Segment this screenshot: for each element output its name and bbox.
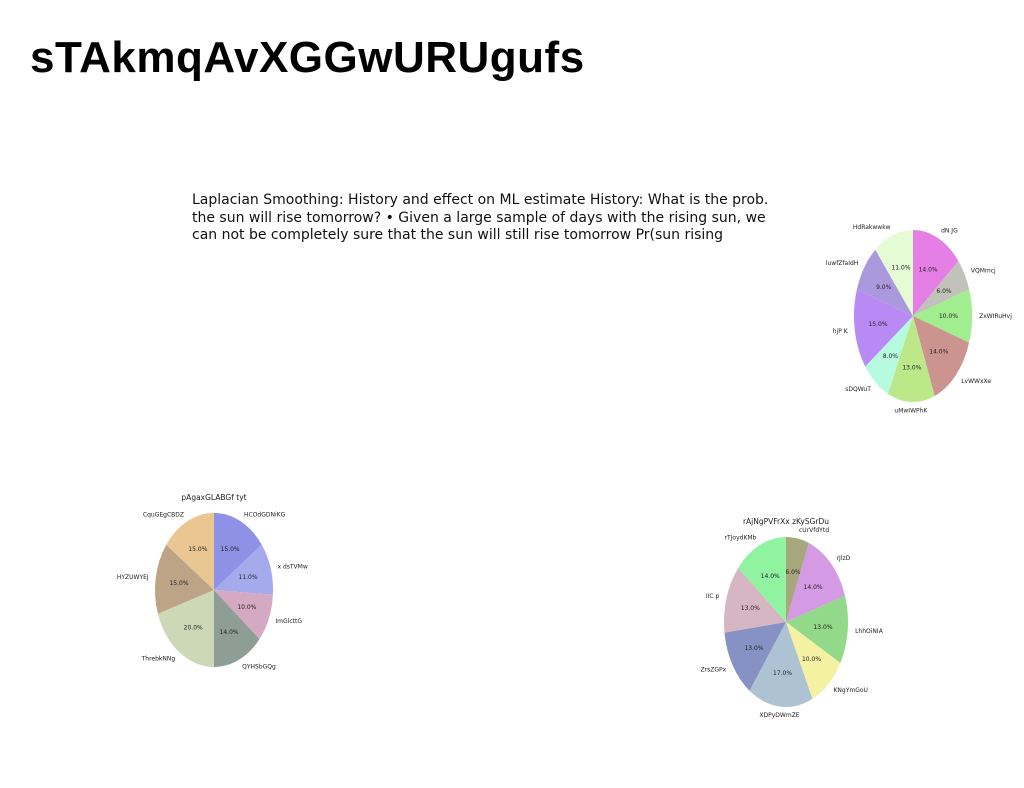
slice-percent-label: 9.0%	[876, 284, 892, 291]
pie-slice-zrszgpx	[724, 622, 786, 691]
slice-percent-label: 15.0%	[188, 546, 207, 553]
pie-slice-kngymgou	[786, 622, 841, 699]
slice-percent-label: 15.0%	[169, 580, 188, 587]
slice-category-label: XDPyDWmZE	[759, 712, 799, 719]
slice-percent-label: 10.0%	[939, 313, 958, 320]
pie-slice-rjlzd	[786, 542, 845, 622]
pie-slice-dn-jg	[913, 230, 959, 316]
slice-category-label: HdRakwwkw	[853, 224, 891, 231]
slice-category-label: QYHSbGQg	[242, 664, 276, 671]
slice-percent-label: 11.0%	[238, 574, 257, 581]
pie-slice-vqmmcj	[913, 261, 970, 316]
pie-slice-xdpydwmze	[749, 622, 813, 708]
slice-category-label: uMwIWPhK	[894, 408, 928, 415]
slice-percent-label: 6.0%	[785, 569, 801, 576]
slice-category-label: ZrsZGPx	[701, 667, 727, 674]
slice-percent-label: 14.0%	[220, 629, 239, 636]
pie-chart-2: pAgaxGLABGf tyt 15.0% HCOdGDNiKG 11.0% x dsT…	[115, 490, 315, 680]
pie-slice-x-dstvmw	[214, 544, 273, 595]
pie-slice-zxwiruhvj	[913, 289, 972, 343]
pie-slice-hyzuwyej	[155, 544, 214, 614]
pie-slice-curvfdytd	[786, 537, 809, 622]
slice-category-label: LhhOiNIA	[855, 628, 884, 635]
slice-category-label: luwfZfaIdH	[826, 260, 858, 267]
slice-category-label: ZxWIRuHvj	[979, 313, 1012, 320]
slice-category-label: VQMmcj	[971, 267, 996, 274]
chart-title: rAjNgPVFrXx zKySGrDu	[743, 517, 829, 526]
chart-title: pAgaxGLABGf tyt	[181, 493, 246, 502]
slice-category-label: dN JG	[941, 227, 958, 234]
slice-percent-label: 13.0%	[744, 645, 763, 652]
page-title: sTAkmqAvXGGwURUgufs	[30, 33, 585, 82]
slice-percent-label: 15.0%	[221, 546, 240, 553]
pie-slice-iic-p	[724, 567, 786, 633]
slice-category-label: HYZUWYEJ	[117, 574, 149, 581]
slice-category-label: KNgYmGoU	[834, 687, 868, 694]
slice-percent-label: 10.0%	[237, 604, 256, 611]
pie-chart-3-svg: rAjNgPVFrXx zKySGrDu 6.0% cUrVfdYtd 14.0% rJ…	[701, 517, 884, 719]
pie-slice-luwfzfaidh	[856, 249, 913, 316]
slice-percent-label: 10.0%	[802, 656, 821, 663]
pie-slice-hjp-k	[854, 289, 913, 367]
slice-percent-label: 14.0%	[804, 584, 823, 591]
slice-percent-label: 11.0%	[891, 265, 910, 272]
slice-percent-label: 14.0%	[761, 573, 780, 580]
pie-chart-2-svg: pAgaxGLABGf tyt 15.0% HCOdGDNiKG 11.0% x dsT…	[117, 493, 308, 671]
slice-percent-label: 20.0%	[184, 624, 203, 631]
pie-slice-lhhoinia	[786, 595, 849, 663]
slice-category-label: ImGlcttG	[275, 618, 302, 625]
slice-category-label: HCOdGDNiKG	[244, 512, 286, 519]
slice-category-label: rJlzD	[837, 555, 851, 562]
slice-percent-label: 14.0%	[919, 266, 938, 273]
pie-slice-threbknng	[157, 590, 214, 667]
slice-category-label: LvWWxXe	[961, 378, 991, 385]
slice-percent-label: 6.0%	[936, 288, 952, 295]
body-text: Laplacian Smoothing: History and effect …	[192, 192, 769, 243]
slice-percent-label: 15.0%	[868, 321, 887, 328]
pie-slice-rtjoydkmb	[738, 537, 786, 622]
slice-category-label: cUrVfdYtd	[799, 527, 829, 534]
pie-slice-umwiwphk	[887, 316, 935, 403]
slice-percent-label: 8.0%	[883, 353, 899, 360]
slice-category-label: CquGEgCBDZ	[143, 512, 184, 519]
slice-category-label: sDQWuT	[845, 386, 871, 393]
pie-slice-hdrakwwkw	[875, 230, 913, 316]
slice-percent-label: 13.0%	[902, 365, 921, 372]
slice-percent-label: 17.0%	[773, 670, 792, 677]
pie-slice-cqugegcbdz	[166, 513, 214, 590]
slice-category-label: hjP K	[833, 328, 849, 335]
pie-slice-imglcttg	[214, 590, 273, 640]
slice-category-label: IIC p	[706, 593, 720, 600]
pie-slice-sdqwut	[865, 316, 913, 394]
slice-percent-label: 14.0%	[929, 348, 948, 355]
pie-chart-1-svg: 14.0% dN JG 6.0% VQMmcj 10.0% ZxWIRuHvj 14.0% L…	[826, 224, 1012, 415]
pie-chart-1: 14.0% dN JG 6.0% VQMmcj 10.0% ZxWIRuHvj 14.0% L…	[820, 215, 1020, 420]
pie-slice-qyhsbgqg	[214, 590, 260, 667]
slice-percent-label: 13.0%	[741, 605, 760, 612]
pie-slice-hcodgdnikg	[214, 513, 262, 590]
slice-category-label: rTJoydKMb	[725, 534, 757, 541]
slice-category-label: x dsTVMw	[278, 563, 308, 570]
pie-chart-3: rAjNgPVFrXx zKySGrDu 6.0% cUrVfdYtd 14.0% rJ…	[690, 510, 890, 725]
slice-percent-label: 13.0%	[813, 624, 832, 631]
slice-category-label: ThrebkNNg	[141, 656, 176, 663]
pie-slice-lvwwxxe	[913, 316, 970, 396]
